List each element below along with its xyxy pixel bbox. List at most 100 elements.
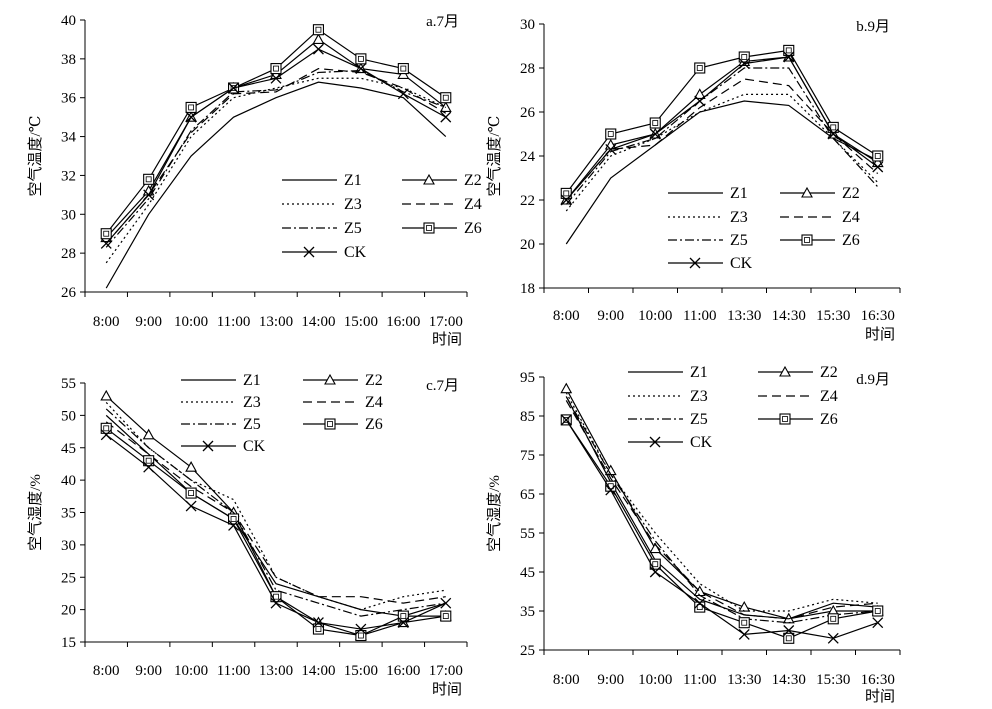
- data-point-z6: [397, 610, 409, 622]
- data-point-z6: [783, 632, 795, 644]
- series-ck: [100, 43, 452, 249]
- data-point-z6-inner: [273, 593, 279, 600]
- series-z6: [100, 24, 452, 240]
- data-point-z6-inner: [607, 131, 614, 137]
- y-tick-label: 30: [61, 207, 76, 223]
- y-tick-label: 26: [61, 285, 77, 301]
- data-point-z6: [872, 150, 884, 162]
- data-point-ck: [397, 617, 409, 629]
- legend-marker-ck: [202, 440, 214, 452]
- x-tick-label: 8:00: [553, 672, 580, 688]
- data-point-z6-inner: [785, 47, 792, 54]
- y-tick-label: 20: [61, 603, 76, 619]
- legend-label-z4: Z4: [464, 196, 482, 213]
- data-point-z6: [143, 455, 155, 467]
- data-point-z6-inner: [145, 457, 152, 464]
- data-point-z6-inner: [357, 55, 364, 62]
- data-point-z6: [827, 121, 839, 133]
- data-point-ck: [312, 617, 324, 629]
- legend-label-z4: Z4: [365, 394, 383, 411]
- data-point-ck: [440, 111, 452, 123]
- data-point-z6-inner: [785, 635, 792, 642]
- legend-label-z5: Z5: [730, 232, 748, 249]
- data-point-z6-inner: [696, 65, 703, 71]
- y-tick-label: 24: [520, 149, 536, 165]
- data-point-ck: [185, 500, 197, 512]
- data-point-z2: [738, 600, 751, 612]
- legend-label-ck: CK: [690, 434, 713, 451]
- panel-label: b.9月: [856, 19, 890, 35]
- data-point-ck: [355, 623, 367, 635]
- x-tick-label: 8:00: [93, 663, 120, 679]
- y-tick-label: 65: [520, 487, 535, 503]
- y-tick-label: 38: [61, 52, 76, 68]
- legend-marker-z6: [801, 234, 813, 246]
- data-point-ck: [872, 161, 884, 173]
- data-point-z6-inner: [652, 561, 659, 568]
- legend: Z1 Z2 Z3 Z4 Z5 Z6 CK: [282, 172, 482, 261]
- y-axis-title: 空气湿度/%: [486, 475, 503, 552]
- x-tick-label: 9:00: [135, 314, 162, 330]
- x-axis-title: 时间: [432, 681, 462, 698]
- legend-marker-z6: [423, 222, 435, 234]
- x-tick-label: 16:00: [386, 314, 420, 330]
- legend-label-z1: Z1: [344, 172, 362, 189]
- series-z3: [105, 402, 446, 611]
- data-point-ck: [649, 566, 661, 578]
- y-tick-label: 15: [61, 635, 76, 651]
- legend-label-z6: Z6: [365, 416, 383, 433]
- y-tick-label: 28: [61, 246, 76, 262]
- series-line-z3: [105, 77, 447, 264]
- data-point-z2: [185, 461, 198, 472]
- x-tick-label: 14:30: [772, 672, 806, 688]
- series-line-z1: [105, 414, 446, 617]
- legend-marker-z2: [779, 365, 791, 377]
- x-tick-label: 17:00: [429, 314, 463, 330]
- legend-label-z5: Z5: [344, 220, 362, 237]
- legend-marker-ck: [649, 436, 661, 448]
- y-tick-label: 26: [520, 105, 536, 121]
- y-axis-title: 空气温度/℃: [486, 116, 503, 197]
- legend: Z1 Z2 Z3 Z4 Z5 Z6 CK: [628, 364, 838, 451]
- legend-marker-z2: [423, 173, 435, 185]
- y-tick-label: 45: [61, 441, 76, 457]
- panel-label: d.9月: [856, 372, 890, 388]
- data-point-z6-inner: [273, 65, 279, 72]
- data-point-ck: [649, 128, 661, 140]
- x-tick-label: 13:30: [727, 672, 761, 688]
- series-line-z6: [105, 427, 446, 637]
- legend-label-z1: Z1: [690, 364, 708, 381]
- data-point-z2: [560, 382, 573, 394]
- data-point-z6-inner: [874, 608, 881, 614]
- data-point-z6-inner: [652, 120, 659, 126]
- y-tick-label: 95: [520, 370, 535, 386]
- data-point-z6-inner: [563, 416, 570, 423]
- panel-label: c.7月: [426, 378, 459, 394]
- series-line-z4: [105, 67, 447, 244]
- x-tick-label: 15:00: [344, 314, 378, 330]
- data-point-ck: [185, 111, 197, 123]
- legend-marker-z6-inner: [327, 421, 333, 427]
- data-point-z6: [355, 629, 367, 642]
- data-point-ck: [312, 43, 324, 55]
- series-line-z1: [105, 81, 447, 289]
- series-line-z5: [105, 408, 446, 617]
- y-tick-label: 25: [520, 643, 535, 659]
- y-tick-label: 50: [61, 408, 76, 424]
- data-point-z6-inner: [188, 490, 195, 496]
- data-point-ck: [738, 628, 750, 640]
- data-point-ck: [827, 632, 839, 644]
- y-tick-label: 35: [520, 604, 535, 620]
- y-tick-label: 40: [61, 473, 76, 489]
- panel-label: a.7月: [426, 14, 459, 30]
- legend-label-z3: Z3: [243, 394, 261, 411]
- y-tick-label: 55: [520, 526, 535, 542]
- legend-marker-z6: [324, 418, 336, 430]
- x-tick-label: 11:00: [217, 663, 251, 679]
- legend-label-ck: CK: [730, 255, 753, 272]
- data-point-z6-inner: [103, 425, 110, 432]
- data-point-ck: [228, 82, 240, 94]
- data-point-ck: [355, 63, 367, 75]
- legend-marker-z6: [779, 413, 791, 425]
- legend-label-z3: Z3: [730, 209, 748, 226]
